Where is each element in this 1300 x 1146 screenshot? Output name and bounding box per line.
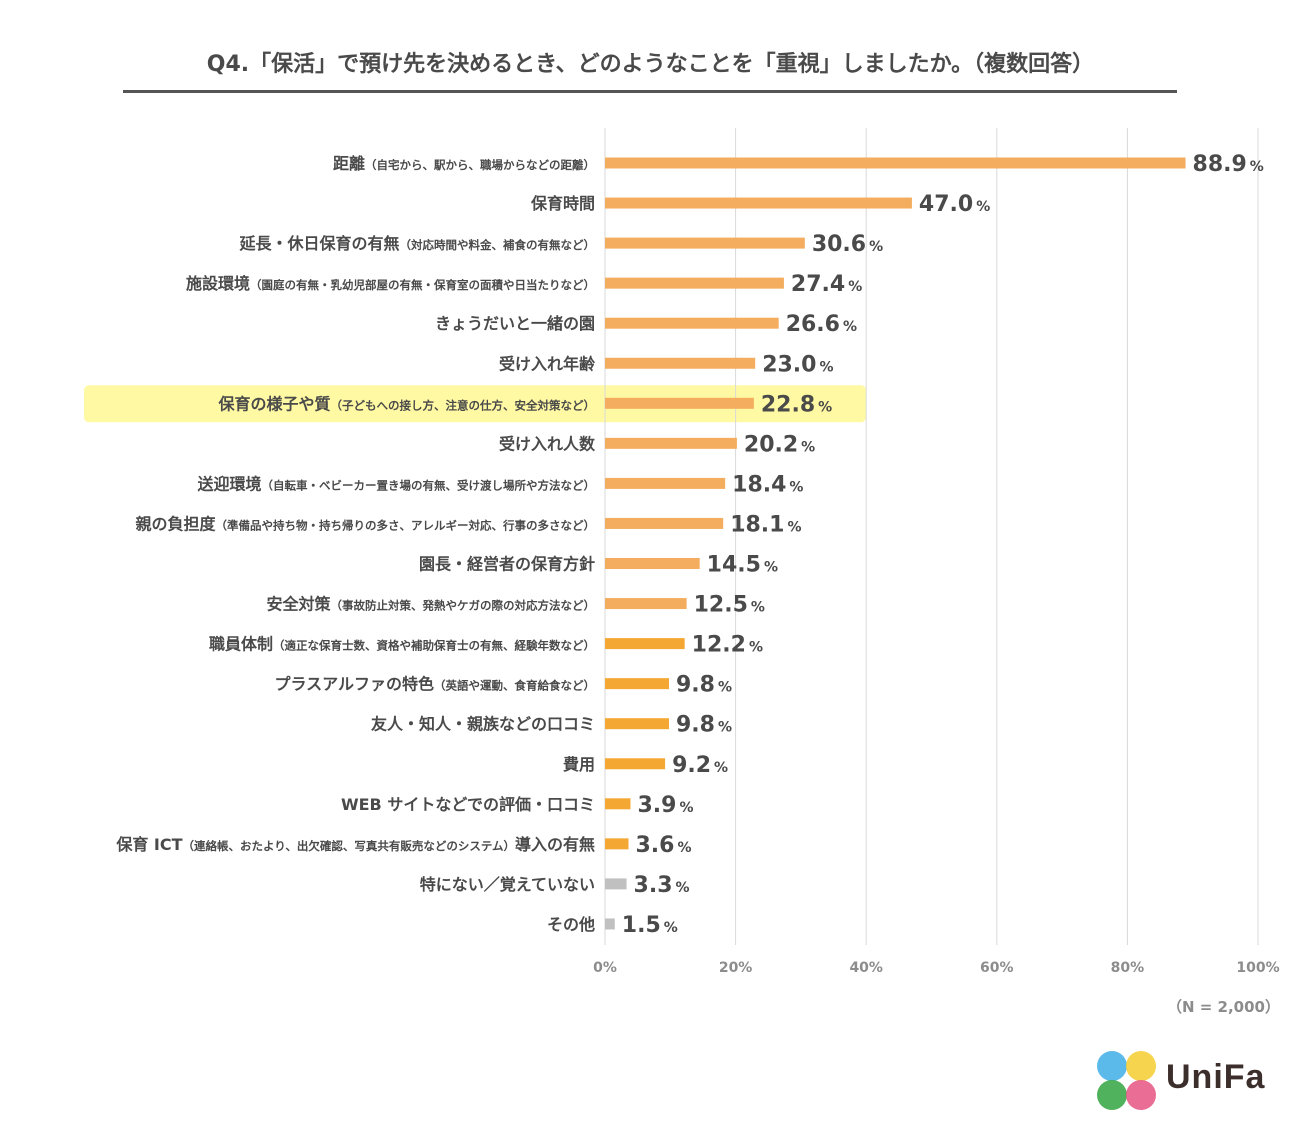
bar: [605, 638, 685, 650]
data-label: 27.4%: [791, 272, 862, 297]
data-label: 18.1%: [730, 512, 801, 537]
bar: [605, 798, 631, 810]
category-label: 送迎環境（自転車・ベビーカー置き場の有無、受け渡し場所や方法など）: [196, 474, 595, 493]
category-label: 施設環境（園庭の有無・乳幼児部屋の有無・保育室の面積や日当たりなど）: [186, 274, 595, 293]
bar: [605, 558, 700, 569]
bar: [605, 477, 726, 489]
x-tick-label: 40%: [849, 960, 883, 976]
data-label: 3.3%: [634, 873, 690, 898]
highlight-band: [84, 385, 866, 423]
bar: [605, 718, 669, 730]
data-label: 1.5%: [622, 913, 678, 938]
category-label: 受け入れ年齢: [499, 354, 596, 373]
data-label: 12.5%: [694, 593, 765, 618]
logo-dot-yellow: [1126, 1051, 1156, 1081]
bar: [605, 277, 784, 289]
bar: [605, 197, 912, 209]
data-label: 18.4%: [732, 472, 803, 497]
title-underline: [123, 90, 1177, 93]
data-label: 9.8%: [676, 713, 732, 738]
category-label: 親の負担度（準備品や持ち物・持ち帰りの多さ、アレルギー対応、行事の多さなど）: [135, 514, 595, 533]
logo-mark: [1097, 1051, 1156, 1110]
logo-dot-green: [1097, 1080, 1127, 1110]
bar: [605, 317, 779, 329]
x-tick-label: 60%: [980, 960, 1014, 976]
data-label: 12.2%: [692, 633, 763, 658]
data-label: 47.0%: [919, 192, 990, 217]
data-label: 88.9%: [1193, 152, 1264, 177]
data-label: 14.5%: [707, 553, 778, 578]
category-label: 距離（自宅から、駅から、職場からなどの距離）: [333, 154, 595, 173]
category-label: その他: [547, 915, 595, 934]
category-label: 安全対策（事故防止対策、発熱やケガの際の対応方法など）: [266, 595, 595, 614]
bar: [605, 598, 687, 610]
data-label: 22.8%: [761, 392, 832, 417]
bar: [605, 878, 627, 890]
chart-title: Q4.「保活」で預け先を決めるとき、どのようなことを「重視」しましたか。（複数回…: [206, 52, 1095, 77]
category-label: 園長・経営者の保育方針: [419, 555, 595, 574]
x-tick-label: 20%: [719, 960, 753, 976]
bar: [605, 838, 629, 850]
bar: [605, 397, 754, 409]
x-tick-label: 0%: [593, 960, 617, 976]
bar: [605, 517, 724, 529]
logo-dot-pink: [1126, 1080, 1156, 1110]
data-label: 23.0%: [762, 352, 833, 377]
data-label: 3.6%: [636, 833, 692, 858]
data-label: 20.2%: [744, 432, 815, 457]
category-label: 職員体制（適正な保育士数、資格や補助保育士の有無、経験年数など）: [209, 635, 595, 654]
bar: [605, 678, 669, 690]
logo-text: UniFa: [1166, 1058, 1266, 1096]
category-label: 保育の様子や質（子どもへの接し方、注意の仕方、安全対策など）: [217, 394, 595, 413]
data-label: 9.8%: [676, 673, 732, 698]
category-label: 特にない／覚えていない: [420, 875, 595, 894]
data-label: 3.9%: [637, 793, 693, 818]
data-label: 9.2%: [672, 753, 728, 778]
unifa-logo: UniFa: [1094, 1048, 1274, 1114]
sample-size-note: （N = 2,000）: [1166, 998, 1280, 1016]
category-label: プラスアルファの特色（英語や運動、食育給食など）: [274, 675, 595, 694]
bar: [605, 437, 737, 449]
category-label: 延長・休日保育の有無（対応時間や料金、補食の有無など）: [238, 234, 595, 253]
x-tick-label: 80%: [1111, 960, 1145, 976]
category-label: WEB サイトなどでの評価・口コミ: [341, 795, 595, 814]
category-label: 保育 ICT（連絡帳、おたより、出欠確認、写真共有販売などのシステム）導入の有無: [115, 835, 595, 854]
bar: [605, 758, 666, 770]
category-label: 費用: [563, 755, 595, 774]
category-label: きょうだいと一緒の園: [435, 314, 595, 333]
x-tick-label: 100%: [1236, 960, 1279, 976]
bar: [605, 237, 805, 249]
data-label: 30.6%: [812, 232, 883, 257]
bar: [605, 918, 615, 930]
bar: [605, 157, 1186, 169]
category-label: 受け入れ人数: [499, 434, 596, 453]
category-label: 保育時間: [530, 194, 595, 213]
bar: [605, 357, 756, 369]
data-label: 26.6%: [786, 312, 857, 337]
category-label: 友人・知人・親族などの口コミ: [371, 715, 595, 734]
logo-dot-blue: [1097, 1051, 1127, 1081]
